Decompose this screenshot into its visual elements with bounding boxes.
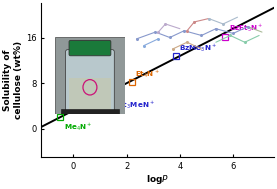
Text: Et$_4$N$^+$: Et$_4$N$^+$	[135, 68, 160, 80]
Text: BzEt$_3$N$^+$: BzEt$_3$N$^+$	[229, 23, 263, 34]
X-axis label: log$P$: log$P$	[146, 173, 169, 186]
Y-axis label: Solubility of
cellulose (wt%): Solubility of cellulose (wt%)	[4, 41, 23, 119]
Text: Me$_4$N$^+$: Me$_4$N$^+$	[64, 122, 92, 133]
Text: BzMe$_3$N$^+$: BzMe$_3$N$^+$	[179, 42, 217, 54]
Text: Et$_3$MeN$^+$: Et$_3$MeN$^+$	[118, 99, 155, 111]
